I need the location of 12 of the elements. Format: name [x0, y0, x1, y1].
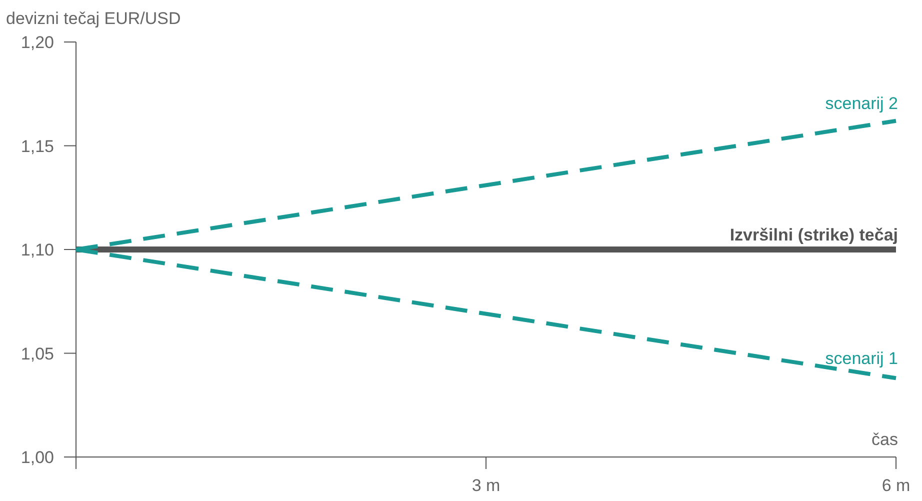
ref-line-label: Izvršilni (strike) tečaj: [730, 226, 898, 244]
y-tick-label: 1,20: [20, 33, 54, 52]
series-label: scenarij 1: [825, 349, 898, 368]
y-tick-label: 1,00: [20, 448, 54, 467]
x-tick-label: 3 m: [472, 476, 500, 495]
y-axis-title: devizni tečaj EUR/USD: [6, 9, 181, 28]
y-tick-label: 1,15: [20, 136, 54, 156]
series-label: scenarij 2: [825, 94, 898, 113]
x-axis-title: čas: [872, 430, 898, 449]
y-tick-label: 1,05: [20, 344, 54, 364]
x-tick-label: 6 m: [882, 476, 910, 495]
y-tick-label: 1,10: [20, 240, 54, 260]
